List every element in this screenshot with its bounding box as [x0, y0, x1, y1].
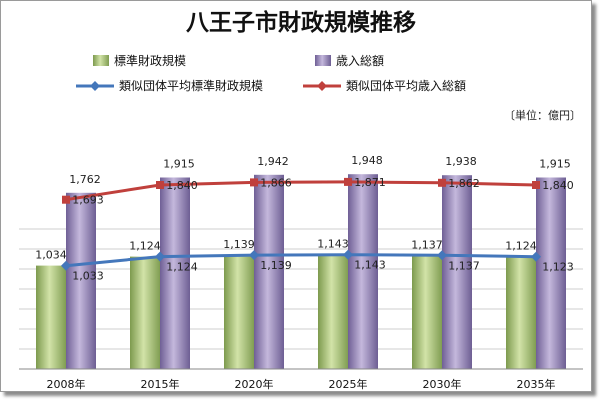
- label-line2-2: 1,866: [260, 176, 292, 189]
- point-line1-2: [249, 250, 259, 261]
- label-line2-5: 1,840: [542, 179, 574, 192]
- label-bar1-4: 1,137: [411, 238, 443, 251]
- legend-marker-line1: [90, 81, 100, 91]
- bar-5-total-revenue: [536, 177, 566, 369]
- label-bar1-1: 1,124: [129, 240, 161, 253]
- bar-4-standard-scale: [412, 255, 442, 369]
- x-tick-5: 2035年: [517, 377, 556, 391]
- bar-2-standard-scale: [224, 255, 254, 369]
- label-bar2-5: 1,915: [539, 158, 571, 171]
- x-tick-0: 2008年: [47, 377, 86, 391]
- bar-1-total-revenue: [160, 177, 190, 369]
- point-line1-3: [343, 249, 353, 260]
- label-bar1-0: 1,034: [35, 249, 67, 262]
- legend-marker-line2: [317, 81, 327, 91]
- label-bar2-3: 1,948: [351, 154, 383, 167]
- bars: [36, 174, 566, 369]
- bar-4-total-revenue: [442, 175, 472, 369]
- x-axis: 2008年 2015年 2020年 2025年 2030年 2035年: [19, 368, 583, 391]
- data-labels: 1,034 1,124 1,139 1,143 1,137 1,124 1,762 1,915…: [35, 154, 574, 283]
- legend-label-line1: 類似団体平均標準財政規模: [119, 78, 263, 93]
- x-tick-4: 2030年: [423, 377, 462, 391]
- label-bar2-2: 1,942: [257, 155, 289, 168]
- legend: 標準財政規模 歳入総額 類似団体平均標準財政規模 類似団体平均歳入総額: [76, 53, 466, 93]
- label-bar1-2: 1,139: [223, 238, 255, 251]
- chart-title: 八王子市財政規模推移: [186, 9, 416, 36]
- legend-swatch-bar2: [315, 55, 331, 66]
- gridlines: [19, 228, 583, 370]
- x-tick-3: 2025年: [329, 377, 368, 391]
- label-line2-0: 1,693: [72, 194, 104, 207]
- legend-label-line2: 類似団体平均歳入総額: [346, 79, 466, 93]
- label-line1-3: 1,143: [354, 259, 386, 272]
- point-line2-4: [438, 178, 446, 187]
- label-bar2-4: 1,938: [445, 155, 477, 168]
- x-tick-1: 2015年: [141, 377, 180, 391]
- point-line1-4: [437, 250, 447, 261]
- legend-label-bar1: 標準財政規模: [114, 53, 186, 68]
- chart-frame: 八王子市財政規模推移 標準財政規模 歳入総額 類似団体平均標準財政規模 類似団体…: [0, 0, 592, 392]
- label-line1-4: 1,137: [448, 259, 480, 272]
- label-bar2-0: 1,762: [69, 173, 101, 186]
- point-line1-1: [155, 251, 165, 262]
- point-line1-0: [61, 260, 71, 271]
- bar-2-total-revenue: [254, 174, 284, 369]
- point-line2-5: [532, 181, 540, 189]
- label-line1-0: 1,033: [72, 270, 104, 283]
- bar-0-total-revenue: [66, 192, 96, 369]
- point-line2-3: [344, 177, 352, 186]
- bar-3-total-revenue: [348, 174, 378, 369]
- point-line2-2: [250, 178, 258, 187]
- bar-1-standard-scale: [130, 256, 160, 369]
- label-bar1-3: 1,143: [317, 238, 349, 251]
- label-bar1-5: 1,124: [505, 240, 537, 253]
- unit-note: 〔単位：億円〕: [504, 108, 581, 122]
- label-line1-1: 1,124: [166, 261, 198, 274]
- label-line2-3: 1,871: [354, 176, 386, 189]
- point-line2-1: [156, 181, 164, 189]
- label-line2-1: 1,840: [166, 179, 198, 192]
- series-line-1: [65, 253, 537, 268]
- bar-0-standard-scale: [36, 265, 66, 369]
- label-line1-5: 1,123: [542, 261, 574, 274]
- label-line2-4: 1,862: [448, 177, 480, 190]
- lines: [61, 177, 541, 271]
- point-line1-5: [531, 251, 541, 262]
- legend-label-bar2: 歳入総額: [336, 54, 384, 68]
- label-bar2-1: 1,915: [163, 158, 195, 171]
- bar-5-standard-scale: [506, 256, 536, 369]
- bar-3-standard-scale: [318, 254, 348, 369]
- series-line-2: [65, 180, 537, 202]
- legend-swatch-bar1: [93, 55, 109, 66]
- point-line2-0: [62, 195, 70, 204]
- label-line1-2: 1,139: [260, 259, 292, 272]
- x-tick-2: 2020年: [235, 377, 274, 391]
